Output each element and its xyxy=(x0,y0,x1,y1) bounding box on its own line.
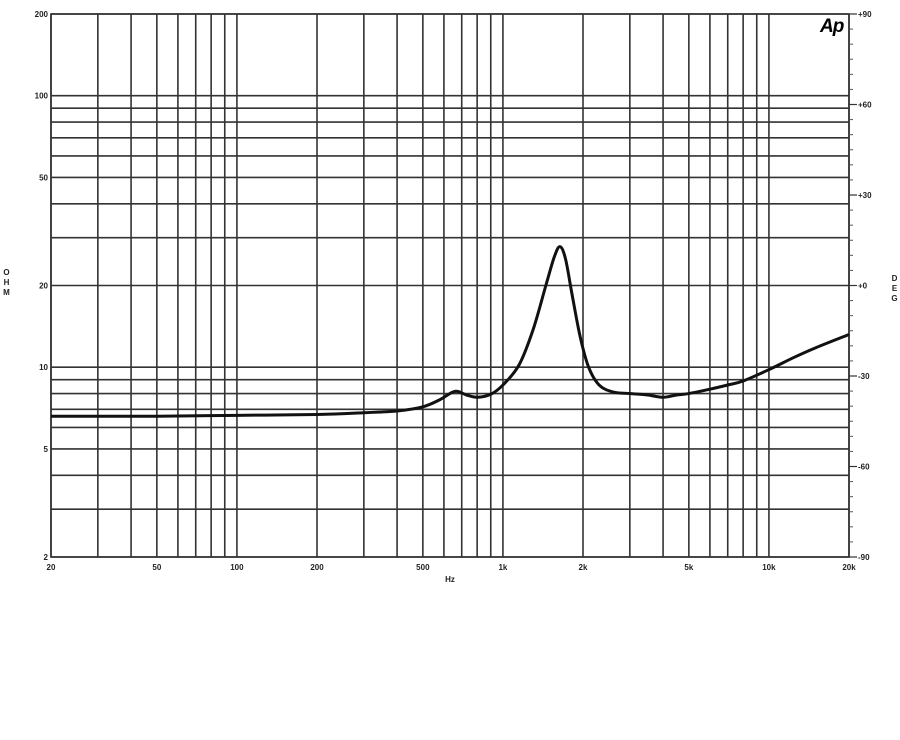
x-tick-label: 5k xyxy=(684,563,693,572)
x-tick-label: 20k xyxy=(842,563,856,572)
x-tick-label: 20 xyxy=(47,563,56,572)
impedance-curve xyxy=(51,245,850,418)
y2-tick-label: +30 xyxy=(858,191,872,200)
y-tick-label: 100 xyxy=(35,92,49,101)
y2-tick-label: +90 xyxy=(858,10,872,19)
x-axis-label: Hz xyxy=(445,575,455,584)
y-tick-label: 50 xyxy=(39,173,48,182)
x-tick-label: 1k xyxy=(498,563,507,572)
y2-tick-label: -90 xyxy=(858,553,870,562)
x-tick-label: 100 xyxy=(230,563,244,572)
y-tick-label: 5 xyxy=(44,445,49,454)
y-tick-label: 200 xyxy=(35,10,49,19)
tick-labels: 20 50 100 200 500 1k 2k 5k 10k 20k 200 100 50 20 10 5 2 +… xyxy=(35,10,872,572)
y2-tick-label: -30 xyxy=(858,372,870,381)
ap-logo: Ap xyxy=(819,16,844,37)
y2-tick-label: +60 xyxy=(858,101,872,110)
y2-tick-label: +0 xyxy=(858,282,868,291)
y2-tick-label: -60 xyxy=(858,463,870,472)
x-tick-label: 500 xyxy=(416,563,430,572)
y-axis-label: OHM xyxy=(2,268,11,298)
x-tick-label: 10k xyxy=(762,563,776,572)
y-tick-label: 2 xyxy=(44,553,49,562)
y-tick-label: 10 xyxy=(39,363,48,372)
y2-axis-label: DEG xyxy=(890,274,899,304)
series-layer xyxy=(51,245,850,418)
x-tick-label: 2k xyxy=(579,563,588,572)
y-tick-label: 20 xyxy=(39,282,48,291)
x-tick-label: 200 xyxy=(310,563,324,572)
gridlines xyxy=(50,13,853,558)
x-tick-label: 50 xyxy=(152,563,161,572)
